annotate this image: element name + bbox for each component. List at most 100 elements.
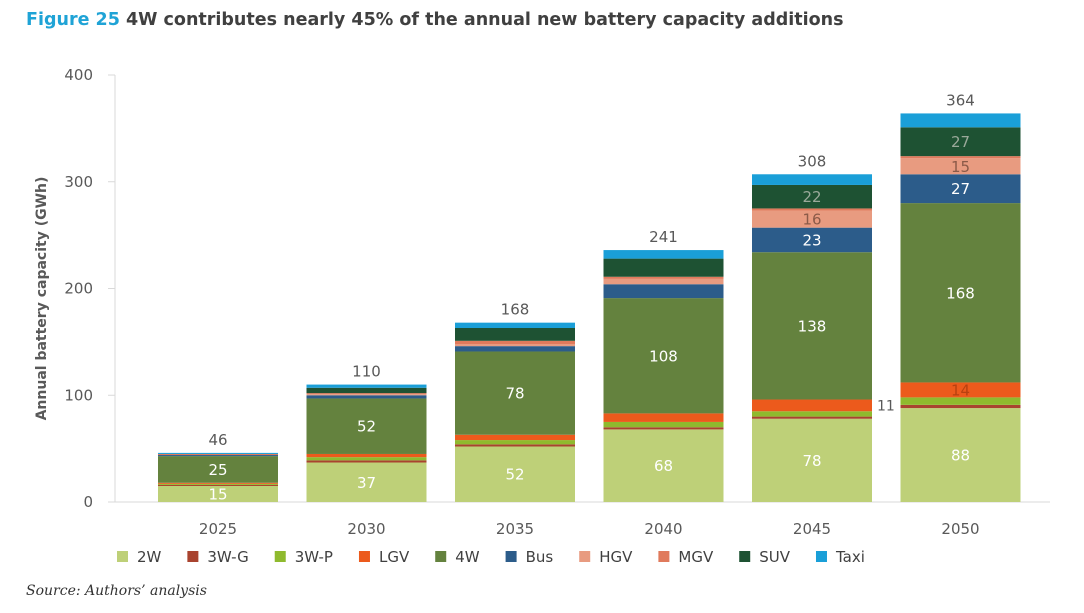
figure-label: Figure 25 <box>26 10 120 30</box>
bar-segment-2w-2045 <box>752 418 872 502</box>
legend-label-taxi: Taxi <box>835 548 865 566</box>
data-label-4w-2025: 25 <box>208 461 227 479</box>
x-tick-label: 2035 <box>496 520 534 538</box>
x-tick-label: 2025 <box>199 520 237 538</box>
total-label-2040: 241 <box>649 228 678 246</box>
bar-segment-suv-2035 <box>455 327 575 341</box>
bar-segment-mgv-2045 <box>752 208 872 211</box>
bar-segment-4w-2050 <box>900 203 1021 383</box>
data-label-2w-2045: 78 <box>802 452 821 470</box>
bar-segment-bus-2040 <box>603 284 724 299</box>
bar-segment-mgv-2050 <box>900 156 1021 159</box>
y-tick-label: 100 <box>64 386 93 404</box>
y-tick-label: 400 <box>64 66 93 84</box>
data-label-2w-2025: 15 <box>208 485 227 503</box>
bar-segment-bus-2035 <box>455 346 575 352</box>
bar-segment-lgv-2050 <box>900 382 1021 398</box>
data-label-bus-2045: 23 <box>802 231 821 249</box>
bar-segment-3w-g-2030 <box>306 460 427 463</box>
total-label-2030: 110 <box>352 363 381 381</box>
bar-segment-3w-p-2040 <box>603 421 724 428</box>
bar-segment-bus-2025 <box>158 455 278 457</box>
bar-segment-lgv-2035 <box>455 434 575 441</box>
bar-segment-3w-g-2050 <box>900 404 1021 409</box>
data-label-hgv-2050: 15 <box>951 158 970 176</box>
legend-label-lgv: LGV <box>379 548 410 566</box>
data-label-2w-2040: 68 <box>654 457 673 475</box>
y-tick-label: 0 <box>83 493 93 511</box>
x-tick-label: 2040 <box>644 520 682 538</box>
data-label-4w-2050: 168 <box>946 284 975 302</box>
bar-segment-2w-2035 <box>455 446 575 502</box>
legend-label-suv: SUV <box>759 548 791 566</box>
bar-segment-3w-p-2025 <box>158 483 278 485</box>
bar-segment-lgv-2040 <box>603 413 724 422</box>
data-label-2w-2030: 37 <box>357 474 376 492</box>
x-tick-label: 2045 <box>793 520 831 538</box>
bar-segment-3w-p-2045 <box>752 411 872 417</box>
bar-segment-taxi-2045 <box>752 174 872 185</box>
bar-segment-suv-2030 <box>306 387 427 394</box>
bar-segment-bus-2050 <box>900 174 1021 204</box>
bar-segment-bus-2030 <box>306 395 427 399</box>
bar-segment-4w-2030 <box>306 398 427 454</box>
bar-segment-3w-g-2035 <box>455 444 575 447</box>
legend-label-3w-p: 3W-P <box>295 548 333 566</box>
bar-segment-mgv-2030 <box>306 393 427 395</box>
legend-swatch-suv <box>739 551 751 562</box>
x-tick-label: 2050 <box>941 520 979 538</box>
data-label-4w-2045: 138 <box>798 317 827 335</box>
bar-segment-lgv-2045 <box>752 399 872 412</box>
legend-swatch-hgv <box>579 551 591 562</box>
bar-segment-3w-p-2035 <box>455 440 575 445</box>
bar-segment-4w-2040 <box>603 298 724 414</box>
bar-segment-3w-p-2030 <box>306 457 427 461</box>
bar-segment-hgv-2040 <box>603 278 724 285</box>
bar-segment-bus-2045 <box>752 227 872 253</box>
legend-label-3w-g: 3W-G <box>207 548 248 566</box>
data-label-2w-2050: 88 <box>951 447 970 465</box>
data-label-4w-2040: 108 <box>649 347 678 365</box>
bar-segment-2w-2040 <box>603 429 724 502</box>
bar-segment-4w-2035 <box>455 351 575 435</box>
bar-segment-hgv-2030 <box>306 394 427 396</box>
legend-label-hgv: HGV <box>599 548 633 566</box>
bar-segment-mgv-2025 <box>158 453 278 456</box>
legend-swatch-3w-p <box>274 551 286 562</box>
legend-swatch-mgv <box>658 551 670 562</box>
title-text: 4W contributes nearly 45% of the annual … <box>125 10 844 30</box>
total-label-2035: 168 <box>501 301 530 319</box>
legend-swatch-taxi <box>815 551 827 562</box>
data-label-lgv-2050: 14 <box>951 381 970 399</box>
bar-segment-taxi-2040 <box>603 250 724 259</box>
bar-segment-4w-2025 <box>158 456 278 483</box>
legend-label-2w: 2W <box>137 548 162 566</box>
legend-swatch-3w-g <box>187 551 199 562</box>
bar-segment-suv-2040 <box>603 258 724 277</box>
data-label-lgv-2045: 11 <box>877 398 895 414</box>
legend-label-4w: 4W <box>455 548 480 566</box>
bar-segment-taxi-2035 <box>455 322 575 328</box>
bar-segment-4w-2045 <box>752 252 872 400</box>
source-note: Source: Authors’ analysis <box>26 583 207 599</box>
bar-segment-suv-2045 <box>752 184 872 209</box>
bar-segment-3w-g-2025 <box>158 484 278 486</box>
bar-segment-lgv-2025 <box>158 482 278 484</box>
legend-swatch-bus <box>505 551 517 562</box>
chart-title: Figure 25 4W contributes nearly 45% of t… <box>26 10 844 30</box>
bar-segment-hgv-2035 <box>455 344 575 347</box>
bar-segment-suv-2050 <box>900 127 1021 157</box>
data-label-bus-2050: 27 <box>951 180 970 198</box>
bar-segment-mgv-2040 <box>603 276 724 279</box>
bar-segment-taxi-2025 <box>158 452 278 454</box>
legend-swatch-4w <box>435 551 447 562</box>
bar-segment-3w-g-2040 <box>603 427 724 430</box>
bar-segment-3w-p-2050 <box>900 397 1021 405</box>
bar-segment-3w-g-2045 <box>752 416 872 419</box>
legend-swatch-2w <box>117 551 128 562</box>
y-tick-label: 200 <box>64 280 93 298</box>
bar-segment-2w-2025 <box>158 485 278 502</box>
total-label-2050: 364 <box>946 91 975 109</box>
x-tick-label: 2030 <box>347 520 385 538</box>
